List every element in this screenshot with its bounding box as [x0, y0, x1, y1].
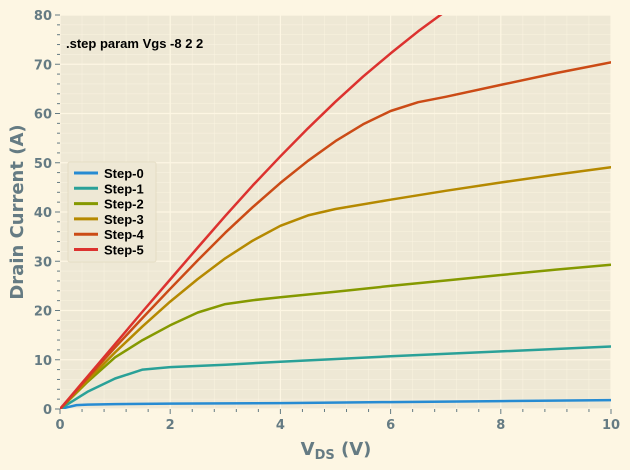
y-axis-label: Drain Current (A)	[7, 124, 28, 299]
x-axis-label-unit: (V)	[335, 439, 372, 460]
series-line-step-2	[60, 263, 611, 409]
legend-label: Step-2	[104, 197, 144, 212]
y-tick-label: 20	[34, 305, 52, 320]
legend-label: Step-0	[104, 166, 144, 181]
series-line-step-3	[60, 165, 611, 409]
x-tick-label: 8	[496, 418, 505, 433]
y-tick-label: 60	[34, 108, 52, 123]
y-tick-label: 40	[34, 206, 52, 221]
legend-label: Step-5	[104, 243, 144, 258]
x-tick-label: 10	[602, 418, 620, 433]
series-line-step-5	[60, 15, 443, 409]
step-annotation: .step param Vgs -8 2 2	[66, 36, 203, 51]
series-line-step-4	[60, 61, 611, 409]
axes: 0 2 4 6 8 10 0 10 20 30 40 50 60 70 80	[34, 9, 620, 433]
x-axis-label: VDS (V)	[301, 439, 372, 463]
legend-label: Step-4	[104, 227, 145, 242]
series-lines	[60, 15, 611, 409]
y-tick-label: 70	[34, 58, 52, 73]
y-tick-label: 10	[34, 354, 52, 369]
series-line-step-1	[60, 345, 611, 409]
y-tick-label: 50	[34, 157, 52, 172]
x-tick-label: 0	[55, 418, 64, 433]
legend-label: Step-1	[104, 181, 144, 196]
x-tick-label: 4	[276, 418, 285, 433]
legend-label: Step-3	[104, 212, 144, 227]
x-tick-label: 6	[386, 418, 395, 433]
x-axis-label-subscript: DS	[315, 448, 335, 463]
series-line-step-0	[60, 398, 611, 409]
x-tick-label: 2	[166, 418, 175, 433]
x-axis-label-main: V	[301, 439, 315, 460]
y-tick-label: 80	[34, 9, 52, 24]
y-tick-label: 30	[34, 255, 52, 270]
y-tick-label: 0	[43, 403, 52, 418]
